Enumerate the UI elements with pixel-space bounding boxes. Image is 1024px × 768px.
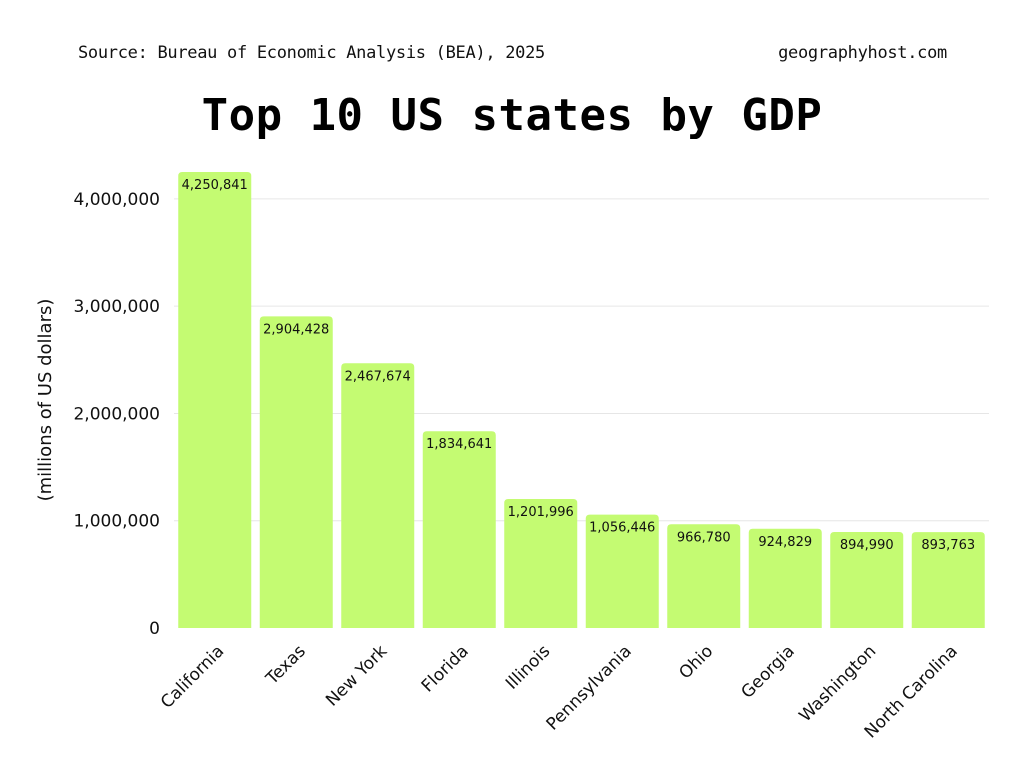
category-label: Washington — [795, 641, 880, 726]
bar-pennsylvania — [585, 514, 659, 628]
category-labels: California Texas New York Florida IllinoisPe… — [157, 641, 962, 742]
category-label: Ohio — [675, 641, 717, 683]
value-label: 966,780 — [677, 530, 731, 545]
value-label: 2,904,428 — [263, 322, 329, 337]
value-label: 1,201,996 — [508, 505, 574, 520]
bar-new-york — [341, 363, 415, 628]
value-label: 4,250,841 — [182, 178, 248, 193]
value-label: 894,990 — [840, 538, 894, 553]
category-label: California — [157, 641, 228, 712]
category-label: Texas — [262, 641, 310, 689]
value-label: 924,829 — [758, 535, 812, 550]
bar-illinois — [504, 499, 578, 628]
bar-georgia — [748, 528, 822, 628]
y-tick-label: 3,000,000 — [73, 297, 160, 317]
y-tick-label: 4,000,000 — [73, 190, 160, 210]
y-tick-label: 1,000,000 — [73, 512, 160, 532]
source-note: Source: Bureau of Economic Analysis (BEA… — [78, 43, 545, 63]
category-label: Illinois — [502, 641, 554, 693]
value-label: 2,467,674 — [345, 369, 411, 384]
bar-washington — [830, 531, 904, 628]
value-label: 893,763 — [921, 538, 975, 553]
category-label: New York — [322, 641, 391, 710]
y-axis-ticks: 0 1,000,000 2,000,000 3,000,000 4,000,000 — [73, 190, 160, 639]
y-tick-label: 2,000,000 — [73, 404, 160, 424]
category-label: Pennsylvania — [543, 641, 636, 734]
category-label: Georgia — [738, 641, 799, 702]
value-labels: 4,250,841 2,904,428 2,467,674 1,834,641 1,20… — [182, 178, 975, 553]
bar-florida — [422, 431, 496, 628]
chart-title: Top 10 US states by GDP — [201, 90, 823, 141]
bars — [178, 172, 985, 628]
y-axis-label: (millions of US dollars) — [35, 299, 56, 502]
value-label: 1,056,446 — [589, 521, 655, 536]
bar-texas — [259, 316, 333, 628]
value-label: 1,834,641 — [426, 437, 492, 452]
bar-california — [178, 172, 252, 628]
site-credit: geographyhost.com — [778, 43, 947, 63]
bar-ohio — [667, 524, 741, 628]
category-label: Florida — [418, 641, 473, 696]
y-tick-label: 0 — [149, 619, 160, 639]
bar-north-carolina — [911, 532, 985, 628]
